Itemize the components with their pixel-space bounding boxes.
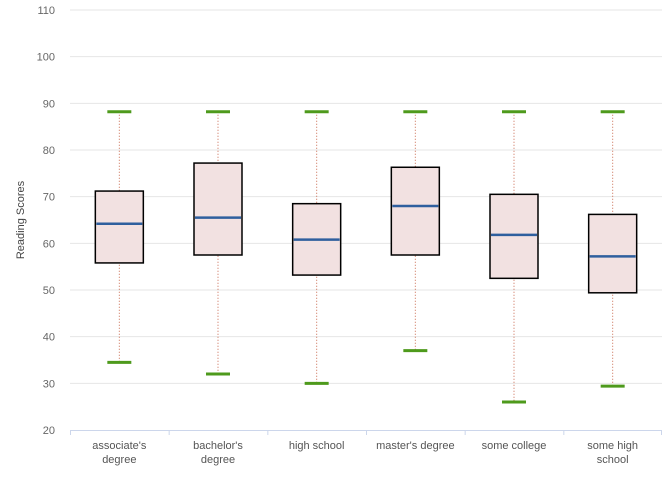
x-axis: associate's degree bachelor's degree high sc… bbox=[70, 430, 662, 466]
y-tick-label: 30 bbox=[43, 378, 55, 390]
box-iqr bbox=[390, 166, 441, 256]
y-tick-label: 40 bbox=[43, 332, 55, 344]
y-axis-title: Reading Scores bbox=[15, 180, 27, 259]
y-tick-label: 90 bbox=[43, 98, 55, 110]
x-tick-label-line: high school bbox=[289, 440, 345, 452]
y-tick-label: 80 bbox=[43, 145, 55, 157]
grid-lines bbox=[70, 9, 662, 384]
box-group bbox=[193, 110, 243, 376]
x-tick-label-line: master's degree bbox=[376, 440, 455, 452]
box-iqr bbox=[489, 193, 539, 280]
x-tick-label-line: associate's bbox=[92, 440, 147, 452]
x-tick-label: some high school bbox=[587, 440, 638, 466]
y-tick-label: 70 bbox=[43, 192, 55, 204]
box-group bbox=[489, 110, 539, 404]
x-tick-label-line: school bbox=[597, 454, 629, 466]
x-tick-label-line: degree bbox=[201, 454, 235, 466]
boxes bbox=[94, 110, 638, 404]
box-iqr bbox=[94, 190, 145, 264]
y-tick-label: 110 bbox=[37, 5, 55, 17]
x-tick-label: high school bbox=[289, 440, 345, 452]
x-tick-label-line: bachelor's bbox=[193, 440, 243, 452]
y-tick-label: 60 bbox=[43, 238, 55, 250]
x-tick-label-line: some high bbox=[587, 440, 638, 452]
box-group bbox=[291, 110, 342, 385]
y-tick-label: 100 bbox=[37, 52, 55, 64]
box-group bbox=[94, 110, 145, 364]
y-tick-label: 20 bbox=[43, 425, 55, 437]
box-group bbox=[587, 110, 638, 388]
box-group bbox=[390, 110, 441, 353]
y-axis: 20 30 40 50 60 70 80 90 100 110 bbox=[37, 5, 55, 437]
box-iqr bbox=[587, 213, 638, 294]
x-tick-label: master's degree bbox=[376, 440, 455, 452]
y-tick-label: 50 bbox=[43, 285, 55, 297]
x-tick-label: bachelor's degree bbox=[193, 440, 243, 466]
x-tick-label: some college bbox=[482, 440, 547, 452]
x-tick-label-line: some college bbox=[482, 440, 547, 452]
x-tick-label-line: degree bbox=[102, 454, 136, 466]
x-tick-label: associate's degree bbox=[92, 440, 147, 466]
box-iqr bbox=[193, 162, 243, 256]
